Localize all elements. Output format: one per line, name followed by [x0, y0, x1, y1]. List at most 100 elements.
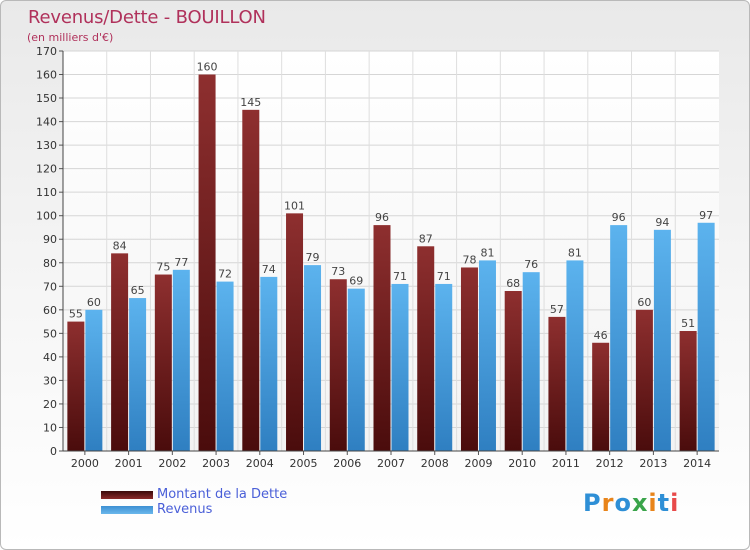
- y-tick-label: 100: [36, 210, 57, 223]
- x-tick-label: 2005: [290, 457, 318, 470]
- logo-letter: t: [657, 489, 671, 517]
- legend-label-dette: Montant de la Dette: [157, 487, 288, 502]
- data-label-dette: 51: [681, 317, 695, 330]
- data-label-dette: 87: [419, 232, 433, 245]
- bar-dette: [198, 74, 216, 451]
- y-tick-label: 50: [43, 327, 57, 340]
- data-label-revenus: 65: [131, 284, 145, 297]
- y-tick-label: 20: [43, 398, 57, 411]
- logo-letter: o: [614, 489, 632, 517]
- y-tick-label: 30: [43, 374, 57, 387]
- y-tick-label: 80: [43, 257, 57, 270]
- bar-dette: [154, 274, 172, 451]
- y-tick-label: 70: [43, 280, 57, 293]
- bar-revenus: [566, 260, 584, 451]
- data-label-dette: 145: [240, 96, 261, 109]
- bar-revenus: [610, 225, 628, 451]
- plot-area: [63, 51, 719, 451]
- logo-letter: i: [670, 489, 680, 517]
- x-tick-label: 2014: [683, 457, 711, 470]
- data-label-revenus: 79: [306, 251, 320, 264]
- bar-dette: [329, 279, 347, 451]
- bar-revenus: [216, 281, 234, 451]
- y-tick-label: 140: [36, 116, 57, 129]
- y-tick-label: 170: [36, 45, 57, 58]
- bar-dette: [373, 225, 391, 451]
- chart-subtitle: (en milliers d'€): [27, 31, 114, 44]
- data-label-dette: 57: [550, 303, 564, 316]
- y-tick-label: 120: [36, 163, 57, 176]
- y-tick-label: 90: [43, 233, 57, 246]
- data-label-dette: 68: [506, 277, 520, 290]
- y-tick-label: 60: [43, 304, 57, 317]
- data-label-dette: 60: [637, 296, 651, 309]
- y-tick-label: 40: [43, 351, 57, 364]
- bar-revenus: [129, 298, 147, 451]
- bar-dette: [242, 109, 260, 451]
- y-tick-label: 130: [36, 139, 57, 152]
- logo-letter: r: [601, 489, 615, 517]
- data-label-dette: 96: [375, 211, 389, 224]
- data-label-revenus: 97: [699, 209, 713, 222]
- x-tick-label: 2010: [508, 457, 536, 470]
- bar-dette: [679, 331, 697, 451]
- data-label-revenus: 69: [349, 275, 363, 288]
- x-tick-label: 2001: [115, 457, 143, 470]
- legend-swatch-revenus: [101, 506, 153, 514]
- x-tick-label: 2004: [246, 457, 274, 470]
- bar-dette: [417, 246, 435, 451]
- data-label-revenus: 60: [87, 296, 101, 309]
- x-tick-label: 2009: [464, 457, 492, 470]
- bar-dette: [67, 321, 85, 451]
- x-tick-label: 2011: [552, 457, 580, 470]
- data-label-revenus: 96: [612, 211, 626, 224]
- x-tick-label: 2000: [71, 457, 99, 470]
- data-label-revenus: 81: [480, 246, 494, 259]
- x-tick-label: 2003: [202, 457, 230, 470]
- bar-dette: [635, 309, 653, 451]
- legend-swatch-dette: [101, 491, 153, 499]
- data-label-dette: 55: [69, 308, 83, 321]
- bar-revenus: [85, 309, 103, 451]
- data-label-revenus: 74: [262, 263, 276, 276]
- data-label-dette: 84: [113, 239, 127, 252]
- data-label-revenus: 71: [437, 270, 451, 283]
- bar-revenus: [260, 276, 278, 451]
- x-tick-label: 2007: [377, 457, 405, 470]
- legend-label-revenus: Revenus: [157, 502, 213, 517]
- y-tick-label: 110: [36, 186, 57, 199]
- data-label-revenus: 71: [393, 270, 407, 283]
- data-label-revenus: 94: [655, 216, 669, 229]
- data-label-revenus: 81: [568, 246, 582, 259]
- bar-revenus: [435, 283, 453, 451]
- bar-revenus: [697, 222, 715, 451]
- bar-revenus: [653, 229, 671, 451]
- x-tick-label: 2013: [639, 457, 667, 470]
- bar-revenus: [304, 265, 322, 451]
- logo-letter: P: [583, 489, 602, 517]
- bar-dette: [592, 342, 610, 451]
- x-tick-label: 2012: [596, 457, 624, 470]
- chart-title: Revenus/Dette - BOUILLON: [28, 7, 266, 28]
- y-tick-label: 0: [50, 445, 57, 458]
- bar-revenus: [347, 288, 365, 451]
- data-label-dette: 160: [197, 61, 218, 74]
- bar-revenus: [172, 269, 190, 451]
- data-label-revenus: 72: [218, 268, 232, 281]
- data-label-dette: 73: [331, 265, 345, 278]
- x-tick-label: 2006: [333, 457, 361, 470]
- data-label-dette: 46: [594, 329, 608, 342]
- bar-dette: [286, 213, 304, 451]
- data-label-dette: 101: [284, 199, 305, 212]
- bar-revenus: [478, 260, 496, 451]
- bar-dette: [504, 291, 522, 451]
- x-tick-label: 2008: [421, 457, 449, 470]
- y-tick-label: 160: [36, 69, 57, 82]
- bar-revenus: [522, 272, 540, 451]
- y-tick-label: 10: [43, 421, 57, 434]
- bar-dette: [111, 253, 129, 451]
- y-tick-label: 150: [36, 92, 57, 105]
- data-label-revenus: 76: [524, 258, 538, 271]
